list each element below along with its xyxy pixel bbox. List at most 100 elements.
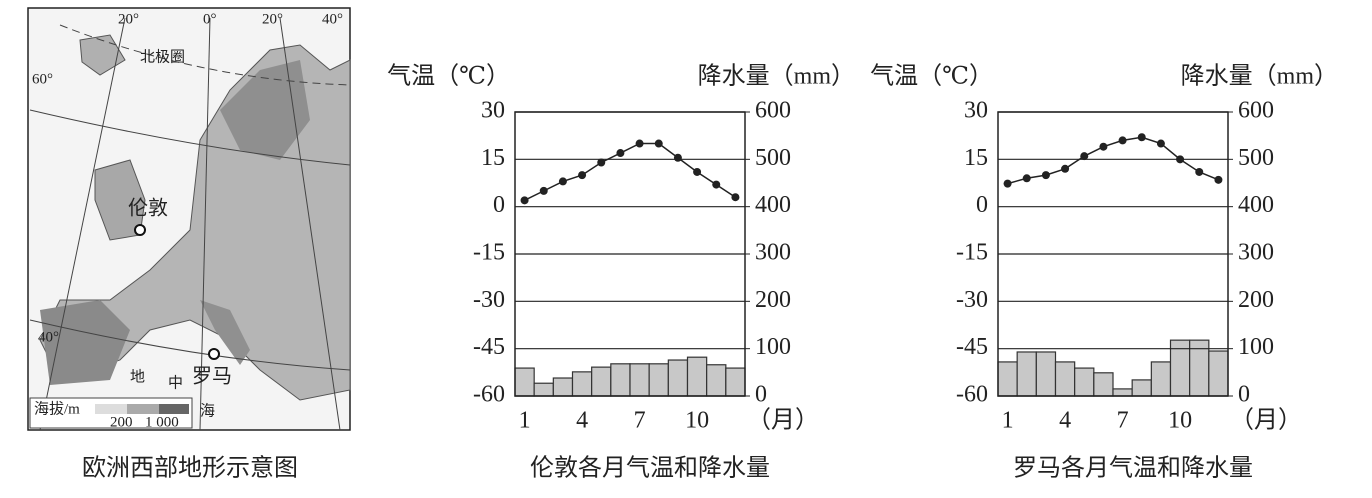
y2-axis-label: 降水量（mm） <box>698 63 855 90</box>
temperature-point <box>712 180 721 189</box>
x-tick-label: 4 <box>576 408 588 434</box>
x-tick-label: 4 <box>1059 408 1071 434</box>
y2-tick-label: 100 <box>755 334 791 360</box>
bar <box>1112 388 1133 397</box>
meridian-label: 20° <box>118 11 139 27</box>
temperature-point <box>635 139 644 148</box>
legend-swatch <box>95 404 127 414</box>
arctic-label: 北极圈 <box>140 48 185 65</box>
temperature-point <box>1176 155 1185 164</box>
y-tick-label: -30 <box>473 287 505 313</box>
temperature-line <box>1007 136 1219 185</box>
bar <box>706 364 727 397</box>
y-tick-label: -30 <box>956 287 988 313</box>
map-caption: 欧洲西部地形示意图 <box>82 455 298 482</box>
bar <box>1074 367 1095 397</box>
temperature-point <box>693 167 702 176</box>
x-tick-label: 1 <box>519 408 531 434</box>
map-meridian <box>199 17 211 431</box>
bar <box>533 382 554 397</box>
y2-tick-label: 200 <box>755 287 791 313</box>
temperature-point <box>1118 136 1127 145</box>
map-parallel <box>29 319 351 371</box>
y-tick-label: 15 <box>964 145 988 171</box>
temperature-point <box>1214 175 1223 184</box>
y2-tick-label: 600 <box>1238 98 1274 124</box>
temperature-point <box>1022 174 1031 183</box>
bar <box>514 367 535 397</box>
x-unit-label: （月） <box>747 408 819 434</box>
y2-tick-label: 0 <box>755 382 767 408</box>
legend-swatch <box>159 404 189 414</box>
bar <box>1054 361 1076 397</box>
y2-tick-label: 300 <box>1238 240 1274 266</box>
bar <box>686 356 708 397</box>
temperature-point <box>654 139 663 148</box>
sea-label: 地 <box>130 368 145 385</box>
parallel-label: 60° <box>32 71 53 87</box>
sea-label: 中 <box>168 374 183 391</box>
y-tick-label: 30 <box>964 98 988 124</box>
temperature-point <box>616 149 625 158</box>
y-tick-label: -15 <box>956 240 988 266</box>
bar <box>629 363 650 397</box>
x-tick-label: 7 <box>1117 408 1129 434</box>
sea-label: 海 <box>200 402 215 419</box>
legend-tick: 200 <box>110 414 133 430</box>
temperature-point <box>1061 164 1070 173</box>
temperature-point <box>578 171 587 180</box>
map-meridian <box>39 17 126 431</box>
legend-swatch <box>127 404 159 414</box>
temperature-point <box>539 186 548 195</box>
map-arctic-circle <box>59 24 351 86</box>
plot-frame <box>997 111 1229 397</box>
map-meridian <box>279 17 341 431</box>
y2-tick-label: 400 <box>1238 192 1274 218</box>
y-tick-label: -45 <box>956 334 988 360</box>
y2-tick-label: 600 <box>755 98 791 124</box>
bar <box>610 363 631 397</box>
y2-tick-label: 200 <box>1238 287 1274 313</box>
bar <box>1150 361 1172 397</box>
temperature-point <box>1137 133 1146 142</box>
y-axis-label: 气温（℃） <box>387 63 510 90</box>
map: 20° 0° 20° 40° 60° 40° 北极圈 伦敦 罗马 地 中 海 海… <box>27 7 351 482</box>
y2-tick-label: 400 <box>755 192 791 218</box>
temperature-line <box>524 142 736 202</box>
map-italy <box>200 300 250 365</box>
y-tick-label: 15 <box>481 145 505 171</box>
y-tick-label: 30 <box>481 98 505 124</box>
bar <box>552 377 574 397</box>
meridian-label: 20° <box>262 11 283 27</box>
temperature-point <box>558 177 567 186</box>
city-label: 罗马 <box>192 366 232 388</box>
y2-axis-label: 降水量（mm） <box>1181 63 1338 90</box>
map-scandinavia <box>220 60 310 160</box>
temperature-point <box>597 158 606 167</box>
y-tick-label: 0 <box>976 192 988 218</box>
temperature-point <box>1041 171 1050 180</box>
bar <box>591 366 612 397</box>
meridian-label: 0° <box>203 11 217 27</box>
temperature-point <box>1080 152 1089 161</box>
plot-frame <box>514 111 746 397</box>
temperature-point <box>1003 179 1012 188</box>
bar <box>725 367 746 397</box>
y-tick-label: -15 <box>473 240 505 266</box>
bar <box>1208 350 1229 397</box>
y-axis-label: 气温（℃） <box>870 63 993 90</box>
bar <box>1093 372 1114 397</box>
bar <box>1016 351 1037 397</box>
y2-tick-label: 500 <box>755 145 791 171</box>
temperature-point <box>520 196 529 205</box>
x-tick-label: 7 <box>634 408 646 434</box>
map-parallel <box>29 109 351 166</box>
map-iceland <box>79 34 126 76</box>
temperature-point <box>1195 167 1204 176</box>
bar <box>997 361 1018 397</box>
y2-tick-label: 300 <box>755 240 791 266</box>
chart-title: 罗马各月气温和降水量 <box>1013 455 1253 482</box>
temperature-point <box>731 193 740 202</box>
